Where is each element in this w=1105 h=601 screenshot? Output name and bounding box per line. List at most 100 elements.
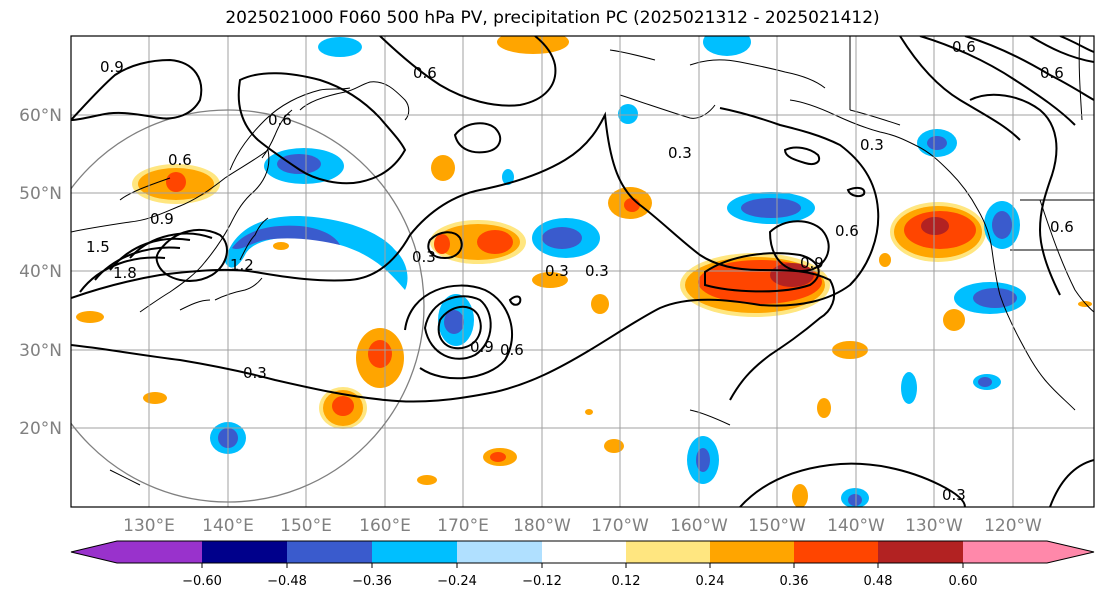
contour-labels: 0.9 0.6 0.6 0.9 1.5 1.8 1.2 0.3 0.3 0.3 … — [86, 38, 1074, 504]
precip-blob — [703, 36, 751, 56]
precip-blob — [927, 136, 947, 150]
colorbar-segment — [878, 541, 963, 563]
colorbar-segment — [1047, 541, 1094, 563]
lat-label: 30°N — [19, 341, 62, 361]
colorbar-segment — [794, 541, 878, 563]
colorbar-segment — [372, 541, 457, 563]
colorbar-tick-label: −0.12 — [522, 574, 562, 589]
contour-label: 0.3 — [860, 136, 884, 154]
colorbar-segment — [963, 541, 1047, 563]
precip-blob — [604, 439, 624, 453]
colorbar-segment — [202, 541, 287, 563]
colorbar-tick-label: −0.60 — [182, 574, 222, 589]
contour-label: 0.6 — [952, 38, 976, 56]
precip-blob — [332, 396, 354, 416]
longitude-labels: 130°E 140°E 150°E 160°E 170°E 180°W 170°… — [123, 516, 1042, 536]
lat-label: 20°N — [19, 419, 62, 439]
colorbar-tick-label: 0.60 — [949, 574, 978, 589]
precip-blob — [273, 242, 289, 250]
precip-blob — [741, 198, 801, 218]
map-frame — [70, 35, 1095, 508]
precip-blob — [943, 309, 965, 331]
lon-label: 170°W — [591, 516, 649, 536]
precip-blob — [770, 263, 814, 287]
precip-blob — [318, 37, 362, 57]
lon-label: 120°W — [984, 516, 1042, 536]
colorbar-outline — [70, 540, 1095, 564]
contour-label: 0.6 — [168, 151, 192, 169]
contour-label: 0.9 — [150, 210, 174, 228]
precip-blob — [532, 272, 568, 288]
contour-label: 0.3 — [243, 364, 267, 382]
contour-label: 0.3 — [412, 248, 436, 266]
precip-blob — [76, 311, 104, 323]
contour-label: 0.3 — [585, 262, 609, 280]
contour-label: 0.6 — [413, 64, 437, 82]
lon-label: 160°E — [359, 516, 411, 536]
contour-label: 0.6 — [1050, 218, 1074, 236]
lat-label: 60°N — [19, 106, 62, 126]
contour-label: 1.8 — [113, 264, 137, 282]
contour-label: 1.2 — [230, 256, 254, 274]
colorbar-tick-label: −0.24 — [437, 574, 477, 589]
precip-blob — [978, 377, 992, 387]
precip-blob — [477, 230, 513, 254]
contour-label: 0.9 — [800, 254, 824, 272]
precip-blob — [792, 484, 808, 507]
colorbar-tick-label: −0.36 — [352, 574, 392, 589]
coastlines — [71, 36, 1094, 486]
precip-blob — [901, 372, 917, 404]
lat-label: 50°N — [19, 184, 62, 204]
precip-blob — [444, 310, 464, 334]
precip-blob — [166, 172, 186, 192]
colorbar-tick-label: 0.48 — [864, 574, 893, 589]
colorbar-ticks — [201, 563, 964, 568]
precip-blob — [817, 398, 831, 418]
precip-blob — [490, 452, 506, 462]
contour-label: 0.9 — [100, 58, 124, 76]
contour-label: 0.6 — [500, 341, 524, 359]
precip-blob — [848, 494, 862, 506]
precip-blob — [696, 448, 710, 472]
contour-label: 0.6 — [268, 111, 292, 129]
precip-band — [232, 225, 340, 250]
lon-label: 130°E — [123, 516, 175, 536]
precip-blob — [502, 169, 514, 185]
colorbar-segment — [542, 541, 626, 563]
map-title: 2025021000 F060 500 hPa PV, precipitatio… — [225, 8, 880, 28]
pv-contours — [71, 36, 1094, 507]
precip-blob — [921, 217, 949, 235]
lon-label: 140°E — [202, 516, 254, 536]
contour-label: 0.3 — [942, 486, 966, 504]
contour-label: 0.6 — [835, 222, 859, 240]
contour-label: 0.6 — [1040, 64, 1064, 82]
colorbar-segment — [626, 541, 710, 563]
precip-blob — [277, 154, 321, 174]
colorbar-segment — [71, 541, 117, 563]
graticule — [71, 36, 1094, 507]
precip-blob — [143, 392, 167, 404]
precip-blob — [368, 340, 392, 368]
latitude-labels: 60°N 50°N 40°N 30°N 20°N — [19, 106, 62, 439]
colorbar-segment — [457, 541, 542, 563]
lon-label: 160°W — [670, 516, 728, 536]
lon-label: 140°W — [827, 516, 885, 536]
contour-label: 0.3 — [545, 262, 569, 280]
lon-label: 170°E — [437, 516, 489, 536]
precip-blob — [497, 36, 569, 54]
lon-label: 150°E — [280, 516, 332, 536]
lon-label: 150°W — [748, 516, 806, 536]
colorbar-segment — [710, 541, 794, 563]
colorbar-segment — [117, 541, 202, 563]
precip-blob — [879, 253, 891, 267]
colorbar: −0.60 −0.48 −0.36 −0.24 −0.12 0.12 0.24 … — [70, 540, 1095, 589]
precip-blob — [992, 211, 1012, 239]
colorbar-tick-label: 0.12 — [612, 574, 641, 589]
contour-label: 1.5 — [86, 238, 110, 256]
range-circle — [71, 109, 425, 503]
lat-label: 40°N — [19, 262, 62, 282]
precip-blob — [624, 198, 640, 212]
precip-blob — [618, 104, 638, 124]
precip-blob — [434, 234, 450, 254]
